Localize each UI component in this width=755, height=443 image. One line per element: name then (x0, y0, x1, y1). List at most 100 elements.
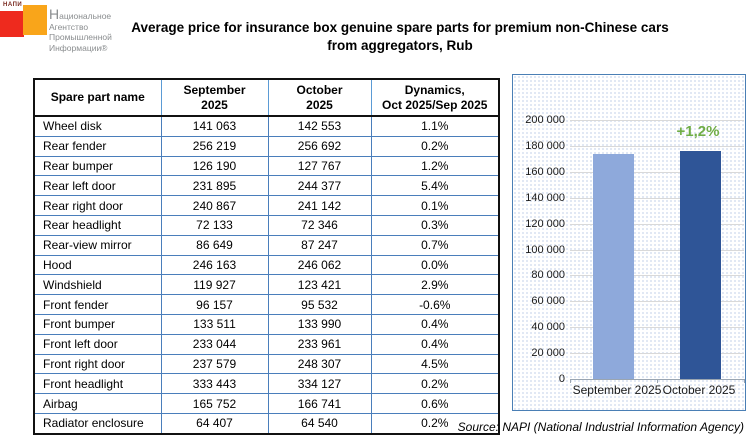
table-header-row: Spare part name September 2025 October 2… (33, 79, 500, 117)
october-price-cell: 64 540 (267, 412, 372, 435)
logo-orange-square-icon (23, 5, 47, 35)
september-price-cell: 233 044 (160, 333, 269, 355)
table-body: Wheel disk 141 063 142 553 1.1% Rear fender 2… (33, 115, 500, 435)
bars-container (570, 120, 744, 379)
x-tick-mark (570, 379, 571, 383)
dynamics-cell: 0.6% (370, 393, 500, 414)
table-row: Radiator enclosure 64 407 64 540 0.2% (33, 412, 500, 435)
part-name-cell: Rear fender (33, 135, 162, 157)
table-row: Hood 246 163 246 062 0.0% (33, 254, 500, 276)
part-name-cell: Rear left door (33, 175, 162, 197)
september-price-cell: 96 157 (160, 294, 269, 315)
chart-plot-area (570, 120, 745, 383)
y-tick-label: 160 000 (525, 165, 565, 178)
part-name-cell: Front left door (33, 333, 162, 355)
logo-text-line: Информации® (49, 42, 108, 53)
gridline (570, 353, 744, 355)
dynamics-cell: 0.3% (370, 214, 500, 236)
dynamics-cell: 1.1% (370, 115, 500, 137)
part-name-cell: Wheel disk (33, 115, 162, 137)
table-row: Wheel disk 141 063 142 553 1.1% (33, 115, 500, 137)
october-price-cell: 72 346 (267, 214, 372, 236)
gridline (570, 301, 744, 303)
y-tick-label: 180 000 (525, 139, 565, 152)
dynamics-annotation: +1,2% (676, 123, 720, 140)
napi-logo: НАПИ Национальное Агентство Промышленной… (0, 0, 150, 60)
october-price-cell: 95 532 (267, 294, 372, 315)
table-row: Rear headlight 72 133 72 346 0.3% (33, 214, 500, 236)
september-price-cell: 119 927 (160, 274, 269, 296)
gridline (570, 275, 744, 277)
gridline (570, 249, 744, 251)
dynamics-cell: 4.5% (370, 353, 500, 375)
table-row: Rear fender 256 219 256 692 0.2% (33, 135, 500, 157)
gridline (570, 327, 744, 329)
logo-red-square-icon (0, 11, 24, 37)
dynamics-cell: 0.1% (370, 195, 500, 216)
bar-september-2025 (593, 153, 634, 379)
header-dynamics: Dynamics, Oct 2025/Sep 2025 (370, 79, 500, 117)
y-tick-label: 20 000 (531, 347, 565, 360)
y-tick-label: 0 (558, 373, 565, 385)
table-row: Windshield 119 927 123 421 2.9% (33, 274, 500, 296)
y-axis-labels: 200 000 180 000 160 000 140 000 120 000 100 0… (519, 114, 565, 385)
part-name-cell: Front fender (33, 294, 162, 315)
october-price-cell: 87 247 (267, 234, 372, 256)
dynamics-cell: 0.4% (370, 313, 500, 335)
september-price-cell: 72 133 (160, 214, 269, 236)
part-name-cell: Front headlight (33, 373, 162, 395)
logo-text-line: Агентство (49, 21, 89, 32)
october-price-cell: 241 142 (267, 195, 372, 216)
gridline (570, 145, 744, 147)
part-name-cell: Rear right door (33, 195, 162, 216)
dynamics-cell: 1.2% (370, 155, 500, 177)
october-price-cell: 127 767 (267, 155, 372, 177)
price-chart-panel: 200 000 180 000 160 000 140 000 120 000 100 0… (512, 74, 746, 411)
part-name-cell: Front bumper (33, 313, 162, 335)
x-label-october: October 2025 (662, 383, 736, 397)
table-row: Front right door 237 579 248 307 4.5% (33, 353, 500, 375)
header-october-2025: October 2025 (267, 79, 372, 117)
table-row: Rear-view mirror 86 649 87 247 0.7% (33, 234, 500, 256)
part-name-cell: Rear-view mirror (33, 234, 162, 256)
y-tick-label: 100 000 (525, 243, 565, 256)
gridline (570, 120, 744, 121)
logo-text: Национальное Агентство Промышленной Инфо… (49, 6, 112, 53)
september-price-cell: 126 190 (160, 155, 269, 177)
x-tick-mark (744, 379, 745, 383)
gridline (570, 223, 744, 225)
part-name-cell: Airbag (33, 393, 162, 414)
dynamics-cell: 0.2% (370, 412, 500, 435)
page-title: Average price for insurance box genuine … (131, 20, 669, 53)
y-tick-label: 40 000 (531, 321, 565, 334)
logo-text-line: Национальное (49, 6, 112, 22)
dynamics-cell: 0.4% (370, 333, 500, 355)
logo-text-line: Промышленной (49, 32, 112, 42)
september-price-cell: 237 579 (160, 353, 269, 375)
october-price-cell: 133 990 (267, 313, 372, 335)
y-tick-label: 80 000 (531, 269, 565, 282)
part-name-cell: Rear bumper (33, 155, 162, 177)
part-name-cell: Radiator enclosure (33, 412, 162, 435)
header-spare-part-name: Spare part name (33, 79, 162, 117)
bar-october-2025 (680, 150, 721, 379)
table-row: Front headlight 333 443 334 127 0.2% (33, 373, 500, 395)
x-tick-mark (657, 379, 658, 383)
october-price-cell: 166 741 (267, 393, 372, 414)
part-name-cell: Windshield (33, 274, 162, 296)
dynamics-cell: 0.2% (370, 135, 500, 157)
october-price-cell: 233 961 (267, 333, 372, 355)
september-price-cell: 86 649 (160, 234, 269, 256)
table-row: Rear right door 240 867 241 142 0.1% (33, 195, 500, 216)
part-name-cell: Hood (33, 254, 162, 276)
table-row: Front fender 96 157 95 532 -0.6% (33, 294, 500, 315)
september-price-cell: 141 063 (160, 115, 269, 137)
table-row: Rear bumper 126 190 127 767 1.2% (33, 155, 500, 177)
october-price-cell: 248 307 (267, 353, 372, 375)
spare-parts-table: Spare part name September 2025 October 2… (33, 78, 500, 435)
september-price-cell: 64 407 (160, 412, 269, 435)
table-row: Airbag 165 752 166 741 0.6% (33, 393, 500, 414)
logo-mini-text: НАПИ (3, 2, 23, 8)
dynamics-cell: 2.9% (370, 274, 500, 296)
